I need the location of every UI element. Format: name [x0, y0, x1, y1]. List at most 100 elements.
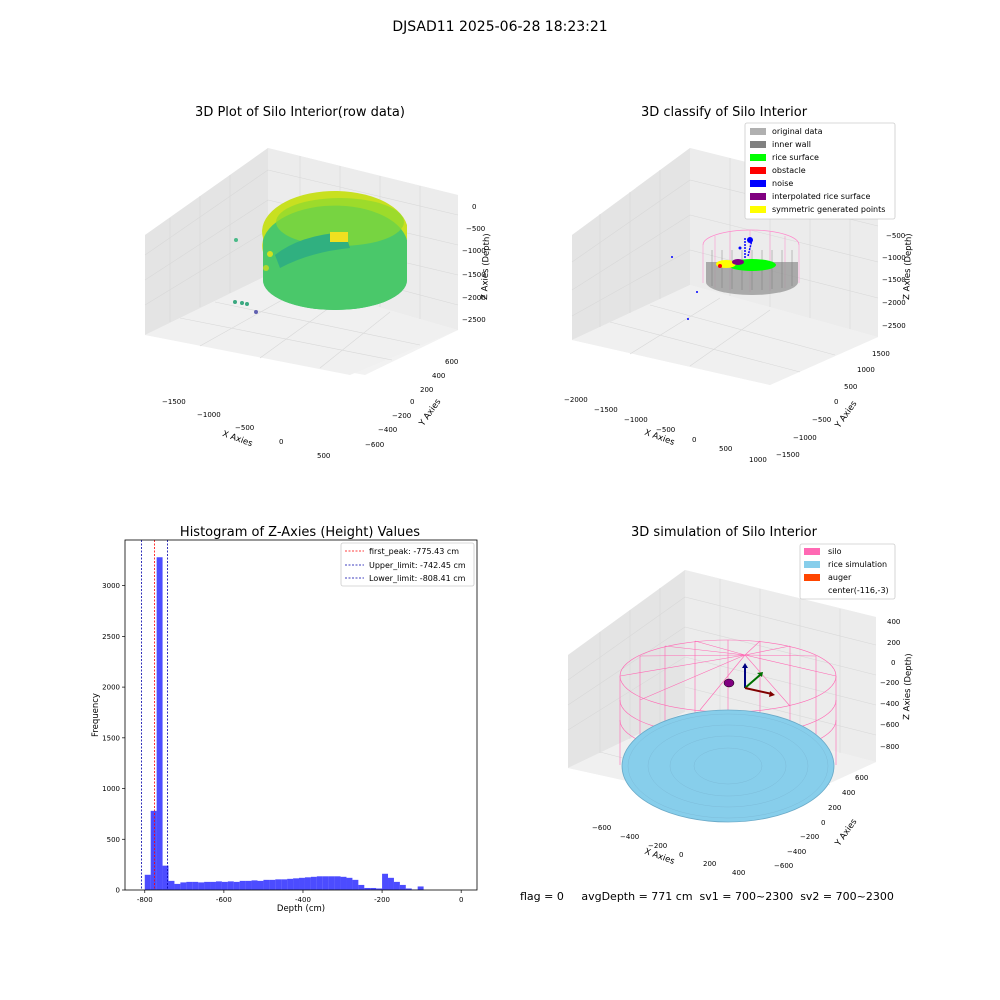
p1-ytick: 600 [445, 358, 458, 366]
p4-ztick: −800 [880, 743, 899, 751]
x-tick-label: -600 [216, 896, 232, 904]
histogram-bar [287, 878, 294, 890]
legend-label: inner wall [772, 140, 811, 149]
histogram-bar [192, 881, 199, 890]
p1-ztick: −500 [466, 225, 485, 233]
histogram-legend: first_peak: -775.43 cm Upper_limit: -742… [340, 542, 475, 587]
histogram-bar [269, 879, 276, 890]
x-tick-label: -800 [137, 896, 153, 904]
histogram-bar [281, 879, 288, 890]
p4-ztick: 200 [887, 639, 900, 647]
histogram-bar [174, 883, 181, 890]
p1-xtick: −1000 [197, 411, 221, 419]
legend-label: center(-116,-3) [828, 586, 889, 595]
legend-label: first_peak: -775.43 cm [369, 547, 459, 556]
histogram-bar [186, 881, 193, 890]
p4-ytick: 600 [855, 774, 868, 782]
histogram-bar [364, 887, 371, 890]
histogram-bar [370, 887, 377, 890]
legend-swatch [750, 193, 766, 200]
legend-item: Lower_limit: -808.41 cm [345, 574, 466, 583]
x-tick-label: -400 [295, 896, 311, 904]
histogram-x-ticks: -800 -600 -400 -200 0 [137, 890, 463, 904]
legend-box [744, 122, 896, 220]
legend-swatch [804, 574, 820, 581]
p1-ytick: 200 [420, 386, 433, 394]
p4-xtick: −200 [648, 842, 667, 850]
histogram-bar [388, 877, 394, 890]
legend-label: interpolated rice surface [772, 192, 870, 201]
histogram-axes-frame [124, 539, 478, 891]
p4-ytick: 400 [842, 789, 855, 797]
rice-simulation-surface [621, 709, 835, 823]
legend-label: rice simulation [828, 560, 887, 569]
panel2-title: 3D classify of Silo Interior [641, 105, 808, 120]
panel2-legend: original data inner wall rice surface ob… [744, 122, 896, 220]
p2-ytick: 1500 [872, 350, 890, 358]
histogram-bar [144, 874, 151, 890]
histogram-bar [352, 879, 359, 890]
p2-ytick: −500 [812, 416, 831, 424]
legend-item: rice simulation [804, 560, 887, 569]
legend-label: Upper_limit: -742.45 cm [369, 561, 466, 570]
legend-item: auger [804, 573, 852, 582]
p1-ztick: −2500 [462, 316, 486, 324]
legend-swatch [750, 167, 766, 174]
legend-label: symmetric generated points [772, 205, 885, 214]
p2-xtick: 0 [692, 436, 696, 444]
p2-ytick: −1500 [776, 451, 800, 459]
histogram-bar [239, 880, 246, 890]
p4-ztick: 400 [887, 618, 900, 626]
p1-xtick: −500 [235, 424, 254, 432]
legend-label: rice surface [772, 153, 819, 162]
p2-xtick: 1000 [749, 456, 767, 464]
auger-marker [723, 663, 775, 697]
raw-data-points [233, 190, 407, 314]
legend-item: first_peak: -775.43 cm [345, 547, 459, 556]
histogram-bar [245, 880, 252, 890]
p2-ztick: −500 [886, 232, 905, 240]
histogram-bar [299, 877, 305, 890]
p2-ytick: −1000 [793, 434, 817, 442]
p4-ytick: −600 [774, 862, 793, 870]
panel-histogram: Histogram of Z-Axies (Height) Values -80… [91, 525, 478, 914]
histogram-bars [144, 557, 424, 890]
histogram-bar [328, 876, 335, 890]
legend-swatch [750, 206, 766, 213]
histogram-bar [251, 880, 258, 890]
p4-xtick: 400 [732, 869, 745, 877]
legend-item: symmetric generated points [750, 205, 885, 214]
p2-zlabel: Z Axies (Depth) [902, 233, 914, 300]
p1-zlabel: Z Axies (Depth) [480, 233, 492, 300]
histogram-bar [156, 557, 163, 890]
p2-xtick: −500 [656, 426, 675, 434]
p4-ytick: −200 [800, 833, 819, 841]
p1-xtick: 500 [317, 452, 330, 460]
legend-box [340, 542, 475, 587]
p4-ytick: 0 [821, 819, 825, 827]
p1-ztick: −2000 [462, 294, 486, 302]
y-tick-label: 2500 [102, 633, 120, 641]
status-text: flag = 0 avgDepth = 771 cm sv1 = 700~230… [520, 890, 894, 903]
histogram-bar [393, 881, 400, 890]
histogram-bar [275, 879, 282, 890]
y-tick-label: 1000 [102, 785, 120, 793]
histogram-bar [150, 810, 157, 890]
legend-box [799, 543, 896, 600]
p2-ztick: −1000 [882, 254, 906, 262]
legend-swatch [750, 180, 766, 187]
legend-swatch [750, 141, 766, 148]
y-tick-label: 500 [107, 836, 120, 844]
legend-item: center(-116,-3) [828, 586, 889, 595]
p1-ytick: −200 [392, 412, 411, 420]
legend-item: noise [750, 179, 793, 188]
histogram-bar [293, 878, 300, 890]
legend-swatch [804, 561, 820, 568]
histogram-ylabel: Frequency [91, 693, 101, 737]
legend-swatch [804, 548, 820, 555]
y-tick-label: 0 [116, 887, 120, 895]
p4-xtick: 200 [703, 860, 716, 868]
legend-label: Lower_limit: -808.41 cm [369, 574, 466, 583]
y-tick-label: 2000 [102, 684, 120, 692]
